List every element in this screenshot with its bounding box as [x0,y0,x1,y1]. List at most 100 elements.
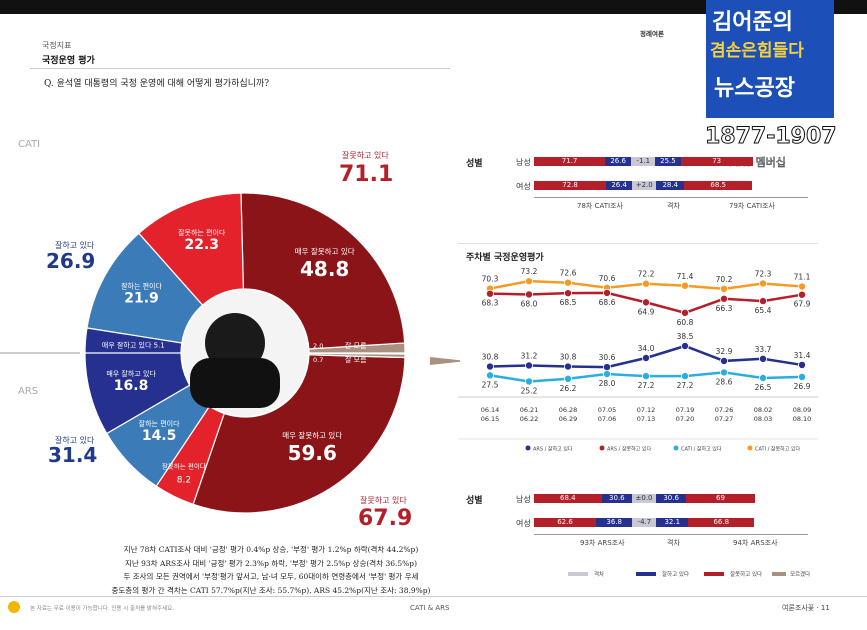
ars-negative-point [719,294,728,303]
ars-positive-point [797,360,806,369]
cati-positive-point [485,371,494,380]
ars-negative-value-label: 66.3 [716,304,733,313]
cati-slice-very-negative [240,192,406,350]
x-tick-label-bottom: 06.22 [520,415,539,423]
weekly-chart-title: 주차별 국정운영평가 [466,253,544,263]
gap-bar: -1.1 [631,157,656,166]
gender-female-label: 여성 [516,182,531,191]
ars-unknown-value: 0.7 [313,356,323,364]
legend-positive: 잘하고 있다 [662,572,690,578]
current-negative-bar: 73 [680,157,753,166]
cati-unknown-value: 2.0 [313,342,323,350]
current-negative-bar: 69 [686,494,755,503]
x-tick-label-bottom: 07.27 [715,415,734,423]
channel-logo-box [706,0,834,118]
survey-question: Q. 윤석열 대통령의 국정 운영에 대해 어떻게 평가하십니까? [44,79,270,89]
cati-negative-value-label: 70.2 [716,275,733,284]
ars-negative-point [641,298,650,307]
prev-negative-bar: 72.8 [534,181,607,190]
cati-positive-value-label: 26.2 [560,384,577,393]
legend-label: ARS / 잘하고 있다 [533,446,573,453]
ars-slice-unknown [308,352,406,359]
ars-gender-female-label: 여성 [516,519,531,528]
cati-negative-point [680,281,689,290]
ars-negative-label: 잘못하는 편이다 [162,462,206,471]
weekly-top-rule [458,243,818,244]
x-tick-label-bottom: 08.10 [793,415,812,423]
cati-gender-rule [534,197,808,198]
cati-positive-value: 21.9 [124,290,159,306]
gender-male-label: 남성 [516,158,531,167]
cati-negative-value-label: 71.4 [677,272,694,281]
current-positive-bar: 32.1 [656,518,689,527]
ars-negative-value: 8.2 [177,476,191,486]
ars-slice-very-negative [192,354,406,514]
prev-negative-bar: 68.4 [534,494,602,503]
cati-positive-point [758,374,767,383]
legend-negative: 잘못하고 있다 [730,572,763,578]
cati-negative-value-label: 70.6 [599,274,616,283]
legend-swatch-positive [636,572,656,576]
ars-slice-very-positive [84,352,191,435]
ars-positive-label: 잘하는 편이다 [139,419,180,428]
prev-positive-bar: 26.4 [606,181,633,190]
cati-negative-value-label: 73.2 [521,267,538,276]
x-tick-label-top: 06.28 [559,406,578,414]
cati-positive-value-label: 27.2 [638,381,655,390]
note-line: 지난 78차 CATI조사 대비 '긍정' 평가 0.4%p 상승, '부정' … [123,545,419,554]
prev-negative-bar: 62.6 [534,518,596,527]
cati-current-survey-label: 79차 CATI조사 [729,202,775,210]
x-tick-label-top: 07.12 [637,406,656,414]
cati-positive-value-label: 27.5 [482,380,499,389]
cati-positive-value-label: 28.0 [599,379,616,388]
ars-positive-value-label: 30.8 [482,353,499,362]
cati-negative-point [525,277,534,286]
legend-dot [747,445,753,451]
legend-swatch-negative [704,572,724,576]
ars-side-label: ARS [18,386,39,397]
ars-positive-value-label: 33.7 [755,345,772,354]
ars-positive-point [719,356,728,365]
cati-slice-positive [86,232,204,344]
footer-rule [0,596,867,597]
ars-negative-value-label: 68.0 [521,299,538,308]
flower-logo-icon [8,601,20,613]
ars-negative-value-label: 68.5 [560,298,577,307]
cati-positive-value-label: 28.6 [716,377,733,386]
prev-negative-bar: 71.7 [534,157,605,166]
x-tick-label-bottom: 06.15 [481,415,500,423]
cati-positive-point [641,372,650,381]
ars-negative-value-label: 67.9 [794,300,811,309]
ars-positive-point [680,342,689,351]
x-tick-label-bottom: 07.20 [676,415,695,423]
gap-bar: +2.0 [632,181,657,190]
top-right-tag: 정례여론 [640,30,664,38]
legend-label: CATI / 잘못하고 있다 [755,446,801,453]
cati-slice-very-positive [84,327,183,355]
cati-negative-value-label: 72.6 [560,269,577,278]
cati-negative-point [719,284,728,293]
x-tick-label-top: 08.02 [754,406,773,414]
ars-negative-point [680,308,689,317]
x-tick-label-top: 06.21 [520,406,539,414]
footer-left-text: 본 자료는 무료 이용이 가능합니다. 인용 시 출처를 밝혀주세요. [30,606,174,612]
ars-negative-label: 잘못하고 있다 [360,496,407,505]
note-line: 두 조사의 모든 권역에서 '부정'평가 앞서고, 남·녀 모두, 60대이하 … [123,572,419,581]
cati-positive-point [602,370,611,379]
legend-swatch-gap [568,572,588,576]
ars-negative-value: 67.9 [358,506,413,531]
ars-positive-point [758,354,767,363]
cati-positive-value-label: 26.5 [755,383,772,392]
cati-positive-label: 잘하는 편이다 [121,281,162,290]
cati-prev-survey-label: 78차 CATI조사 [577,202,623,210]
x-tick-label-top: 07.26 [715,406,734,414]
ars-negative-point [602,288,611,297]
cati-negative-value-label: 70.3 [482,275,499,284]
legend-dot [599,445,605,451]
cati-gap-label: 격차 [667,202,680,210]
ars-gender-rule [534,534,808,535]
cati-negative-label: 잘못하는 편이다 [178,228,226,237]
ars-prev-survey-label: 93차 ARS조사 [580,539,625,547]
footer-right-text: 여론조사꽃 · 11 [782,604,830,612]
